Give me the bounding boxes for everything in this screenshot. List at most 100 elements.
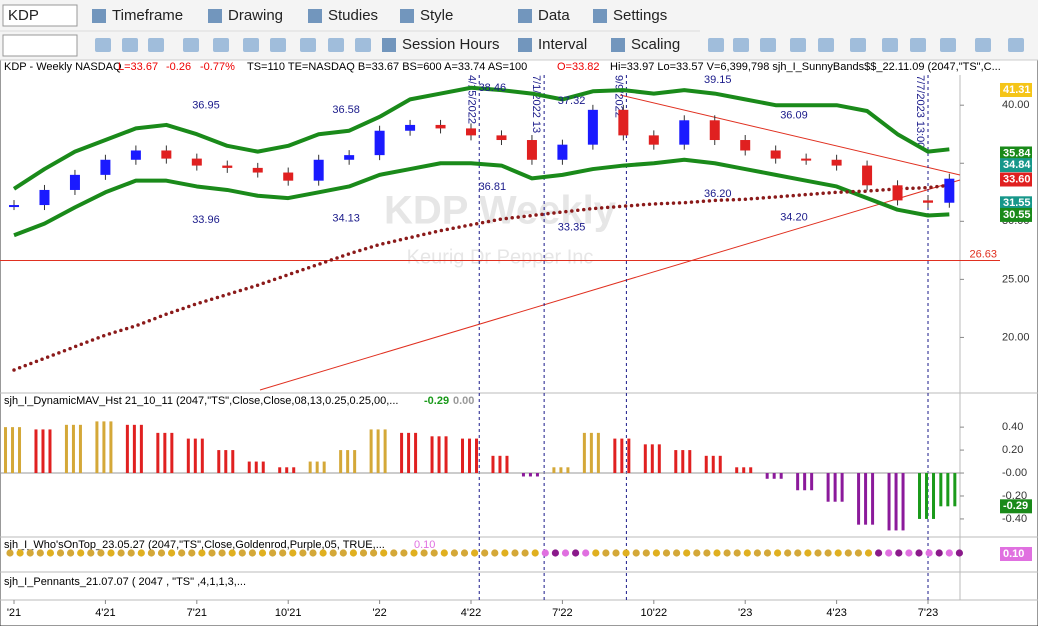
menu[interactable]: Session Hours <box>402 36 500 53</box>
tool-icon[interactable] <box>1008 38 1024 52</box>
tool-icon[interactable] <box>95 38 111 52</box>
state-dot <box>430 549 438 557</box>
state-dot <box>370 549 378 557</box>
histogram-bar <box>41 429 45 474</box>
price-annotation: 36.20 <box>704 188 732 200</box>
tool-icon[interactable] <box>975 38 991 52</box>
state-dot <box>279 549 287 557</box>
tool-icon[interactable] <box>148 38 164 52</box>
price-annotation: 33.96 <box>192 214 220 226</box>
histogram-bar <box>711 455 715 474</box>
symbol: KDP <box>8 7 39 24</box>
histogram-bar <box>918 473 922 519</box>
menu[interactable]: Settings <box>613 7 667 24</box>
state-dot <box>56 549 65 557</box>
header-info: TS=110 TE=NASDAQ B=33.67 BS=600 A=33.74 … <box>247 61 527 73</box>
x-tick-label: '23 <box>738 607 752 619</box>
state-dot <box>945 549 953 557</box>
menu[interactable]: Interval <box>538 36 587 53</box>
tool-icon[interactable] <box>850 38 866 52</box>
price-annotation: 36.58 <box>332 104 360 116</box>
band-line <box>12 85 950 191</box>
price-annotation: 34.13 <box>332 212 360 224</box>
histogram-bar <box>742 467 746 474</box>
histogram-bar <box>4 427 8 474</box>
y-tick-label: 20.00 <box>1002 331 1030 343</box>
tool-icon[interactable] <box>300 38 316 52</box>
tool-icon[interactable] <box>760 38 776 52</box>
menu[interactable]: Drawing <box>228 7 283 24</box>
histogram-bar <box>864 473 868 525</box>
state-dot <box>794 549 802 557</box>
tool-icon[interactable] <box>733 38 749 52</box>
state-dot <box>168 549 176 557</box>
state-dot <box>602 549 610 557</box>
symbol-input[interactable] <box>2 4 78 27</box>
y-tick-label: 0.40 <box>1002 421 1023 433</box>
state-dot <box>339 549 347 557</box>
state-dot <box>804 549 812 557</box>
histogram-bar <box>505 455 509 474</box>
histogram-bar <box>596 432 600 474</box>
histogram-bar <box>224 450 228 474</box>
histogram-bar <box>430 436 434 474</box>
state-dot <box>238 549 246 557</box>
menu[interactable]: Style <box>420 7 453 24</box>
tool-icon[interactable] <box>790 38 806 52</box>
histogram-bar <box>444 436 448 474</box>
state-dot <box>6 549 14 557</box>
state-dot <box>77 549 85 557</box>
state-dot <box>471 549 479 557</box>
histogram-bar <box>887 473 891 531</box>
layout-input[interactable] <box>2 34 78 57</box>
histogram-bar <box>170 432 174 474</box>
tool-icon[interactable] <box>818 38 834 52</box>
state-dot <box>67 549 75 557</box>
state-dot <box>683 549 691 557</box>
menu[interactable]: Timeframe <box>112 7 183 24</box>
tool-icon[interactable] <box>355 38 371 52</box>
histogram-bar <box>643 444 647 474</box>
tool-icon[interactable] <box>243 38 259 52</box>
histogram-bar <box>552 467 556 474</box>
state-dot <box>491 549 499 557</box>
state-dot <box>188 549 196 557</box>
state-dot <box>824 549 832 557</box>
menu[interactable]: Scaling <box>631 36 680 53</box>
trendline[interactable] <box>259 179 961 391</box>
candle <box>313 159 324 181</box>
histogram-bar <box>217 450 221 474</box>
candle <box>831 159 842 166</box>
tool-icon[interactable] <box>708 38 724 52</box>
tool-icon[interactable] <box>122 38 138 52</box>
menu[interactable]: Data <box>538 7 570 24</box>
menu[interactable]: Studies <box>328 7 378 24</box>
value-marker-label: 0.10 <box>1003 548 1024 560</box>
price-marker <box>1000 207 1032 222</box>
x-tick-label: 4'23 <box>826 607 846 619</box>
histogram-bar <box>688 450 692 474</box>
price-annotation: 34.20 <box>780 211 808 223</box>
histogram-bar <box>468 438 472 474</box>
header-open: O=33.82 <box>557 61 600 73</box>
candle <box>283 172 294 181</box>
price-annotation: 39.15 <box>704 74 732 86</box>
state-dot <box>854 549 863 557</box>
tool-icon[interactable] <box>328 38 344 52</box>
histogram-bar <box>18 427 22 474</box>
trendline[interactable] <box>619 94 961 176</box>
price-marker-label: 33.60 <box>1003 173 1031 185</box>
tool-icon[interactable] <box>270 38 286 52</box>
price-marker-label: 41.31 <box>1003 84 1031 96</box>
header-change: -0.26 <box>166 61 191 73</box>
histogram-bar <box>369 429 373 474</box>
histogram-bar <box>102 421 106 474</box>
tool-icon[interactable] <box>213 38 229 52</box>
tool-icon[interactable] <box>882 38 898 52</box>
tool-icon[interactable] <box>183 38 199 52</box>
histogram-bar <box>681 450 685 474</box>
tool-icon[interactable] <box>910 38 926 52</box>
state-dot <box>844 549 852 557</box>
tool-icon[interactable] <box>940 38 956 52</box>
state-dot <box>269 549 277 557</box>
